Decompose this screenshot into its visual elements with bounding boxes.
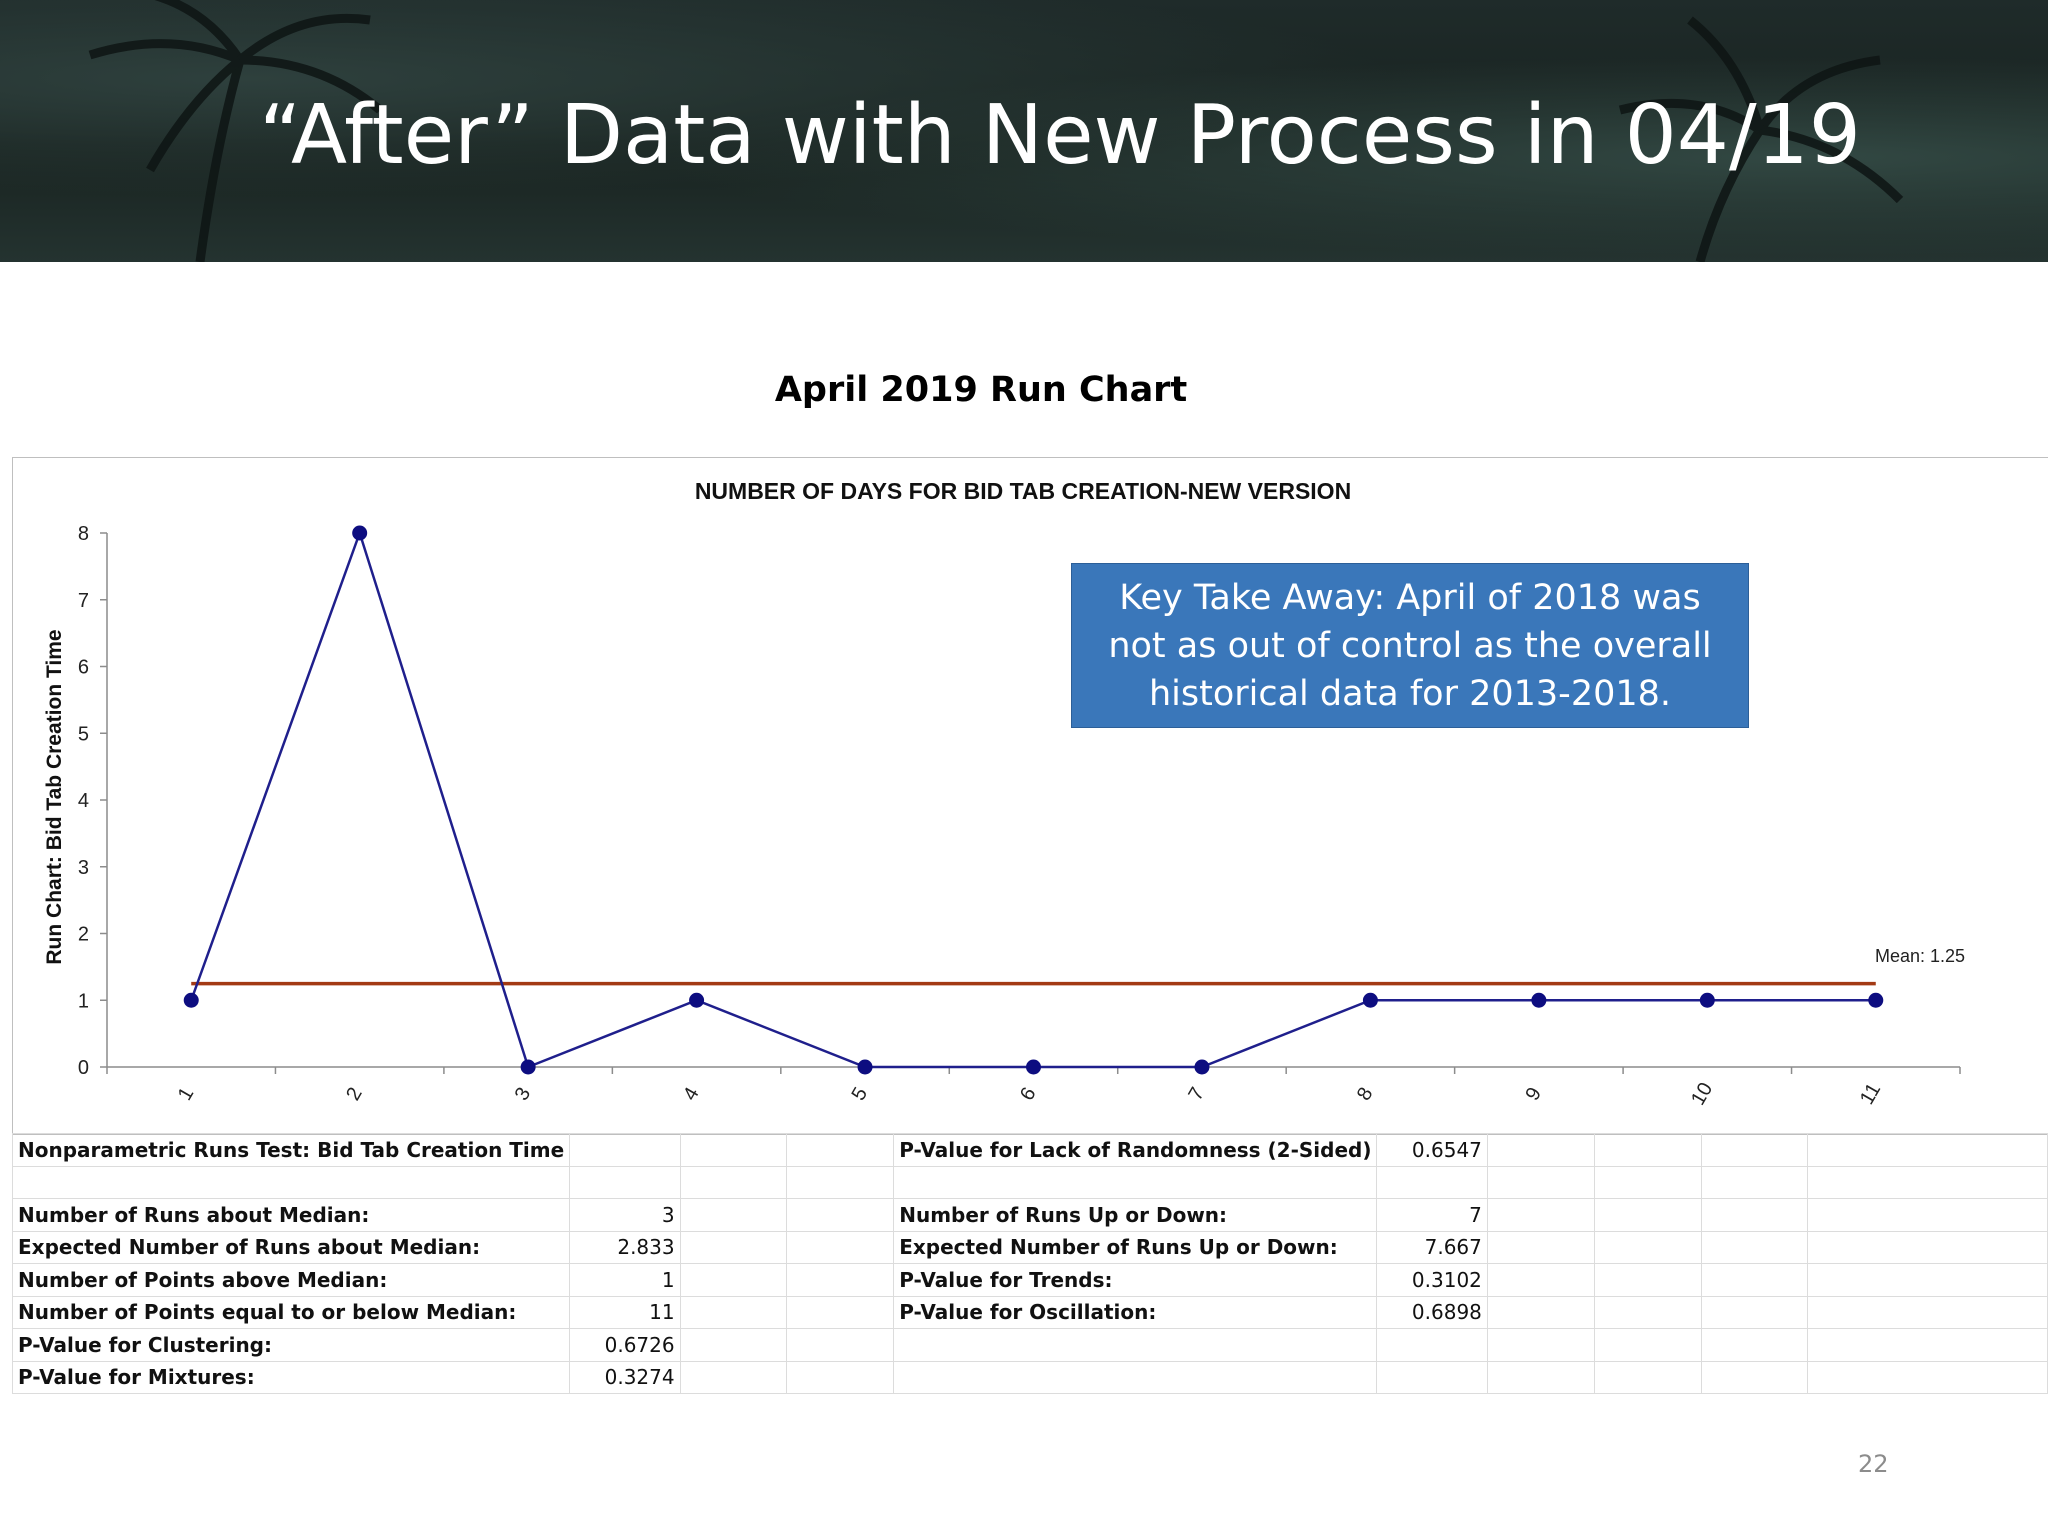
row-value: 0.6898 (1376, 1295, 1488, 1329)
x-tick-label: 7 (1184, 1084, 1209, 1105)
runs-test-table: Nonparametric Runs Test: Bid Tab Creatio… (11, 1133, 2048, 1394)
chart-title: NUMBER OF DAYS FOR BID TAB CREATION-NEW … (694, 478, 1352, 504)
x-tick-label: 2 (342, 1084, 367, 1105)
row-label: Number of Points equal to or below Media… (11, 1295, 571, 1329)
randomness-value: 0.6547 (1376, 1133, 1488, 1167)
data-point (1026, 1059, 1041, 1075)
data-point (1868, 992, 1884, 1008)
row-value: 0.3274 (569, 1360, 681, 1394)
row-value: 3 (569, 1198, 681, 1232)
x-tick-label: 11 (1856, 1080, 1885, 1109)
y-tick-label: 3 (78, 857, 89, 879)
row-label: P-Value for Mixtures: (11, 1360, 571, 1394)
y-tick-label: 6 (78, 657, 89, 679)
runs-test-title: Nonparametric Runs Test: Bid Tab Creatio… (11, 1133, 571, 1167)
row-value: 0.3102 (1376, 1263, 1488, 1297)
row-value: 1 (569, 1263, 681, 1297)
data-point (689, 992, 705, 1008)
table-row: Nonparametric Runs Test: Bid Tab Creatio… (11, 1133, 2048, 1167)
data-point (1194, 1059, 1210, 1075)
y-tick-label: 7 (78, 590, 89, 612)
x-tick-label: 9 (1521, 1084, 1546, 1105)
table-row: P-Value for Clustering: 0.6726 (11, 1328, 2048, 1362)
row-label: Number of Points above Median: (11, 1263, 571, 1297)
key-takeaway-callout: Key Take Away: April of 2018 was not as … (1071, 563, 1749, 728)
title-banner: “After” Data with New Process in 04/19 (0, 0, 2048, 262)
palm-silhouette-decoration (88, 0, 1904, 262)
y-tick-label: 5 (78, 723, 89, 745)
row-label: Number of Runs Up or Down: (893, 1198, 1378, 1232)
x-tick-label: 1 (174, 1084, 199, 1105)
row-label: P-Value for Trends: (893, 1263, 1378, 1297)
mean-label: Mean: 1.25 (1875, 946, 1966, 966)
x-tick-label: 3 (511, 1084, 536, 1105)
x-tick-label: 10 (1687, 1079, 1717, 1109)
slide-title: “After” Data with New Process in 04/19 (259, 88, 1861, 183)
y-tick-label: 0 (78, 1057, 89, 1079)
row-value: 7 (1376, 1198, 1488, 1232)
row-label: Expected Number of Runs about Median: (11, 1230, 571, 1264)
table-row: P-Value for Mixtures: 0.3274 (11, 1360, 2048, 1394)
table-row: Number of Points above Median: 1 P-Value… (11, 1263, 2048, 1297)
row-label: P-Value for Oscillation: (893, 1295, 1378, 1329)
y-tick-label: 1 (78, 990, 89, 1012)
y-tick-label: 4 (78, 790, 89, 812)
row-value: 11 (569, 1295, 681, 1329)
data-point (857, 1059, 873, 1075)
y-tick-label: 8 (78, 523, 89, 545)
x-tick-label: 5 (848, 1084, 873, 1105)
page-number: 22 (1858, 1450, 1889, 1478)
data-point (520, 1059, 536, 1075)
key-takeaway-text: Key Take Away: April of 2018 was not as … (1108, 577, 1712, 714)
table-row (11, 1165, 2048, 1199)
data-point (1699, 992, 1715, 1008)
randomness-label: P-Value for Lack of Randomness (2-Sided) (893, 1133, 1378, 1167)
data-point (352, 525, 368, 541)
run-chart: 0 1 2 3 4 5 6 7 8 1 2 3 4 5 6 7 8 9 10 11 (78, 523, 1961, 1109)
x-tick-label: 6 (1016, 1084, 1041, 1105)
data-point (183, 992, 199, 1008)
table-row: Expected Number of Runs about Median: 2.… (11, 1230, 2048, 1264)
row-label: Number of Runs about Median: (11, 1198, 571, 1232)
data-point (1531, 992, 1547, 1008)
table-row: Number of Points equal to or below Media… (11, 1295, 2048, 1329)
row-label: Expected Number of Runs Up or Down: (893, 1230, 1378, 1264)
row-label: P-Value for Clustering: (11, 1328, 571, 1362)
row-value: 2.833 (569, 1230, 681, 1264)
data-point (1362, 992, 1378, 1008)
row-value: 7.667 (1376, 1230, 1488, 1264)
x-tick-label: 8 (1353, 1084, 1378, 1105)
row-value: 0.6726 (569, 1328, 681, 1362)
y-axis-title: Run Chart: Bid Tab Creation Time (43, 629, 66, 965)
chart-caption: April 2019 Run Chart (774, 370, 1188, 410)
table-row: Number of Runs about Median: 3 Number of… (11, 1198, 2048, 1232)
y-tick-label: 2 (78, 924, 89, 946)
x-tick-label: 4 (679, 1084, 704, 1105)
